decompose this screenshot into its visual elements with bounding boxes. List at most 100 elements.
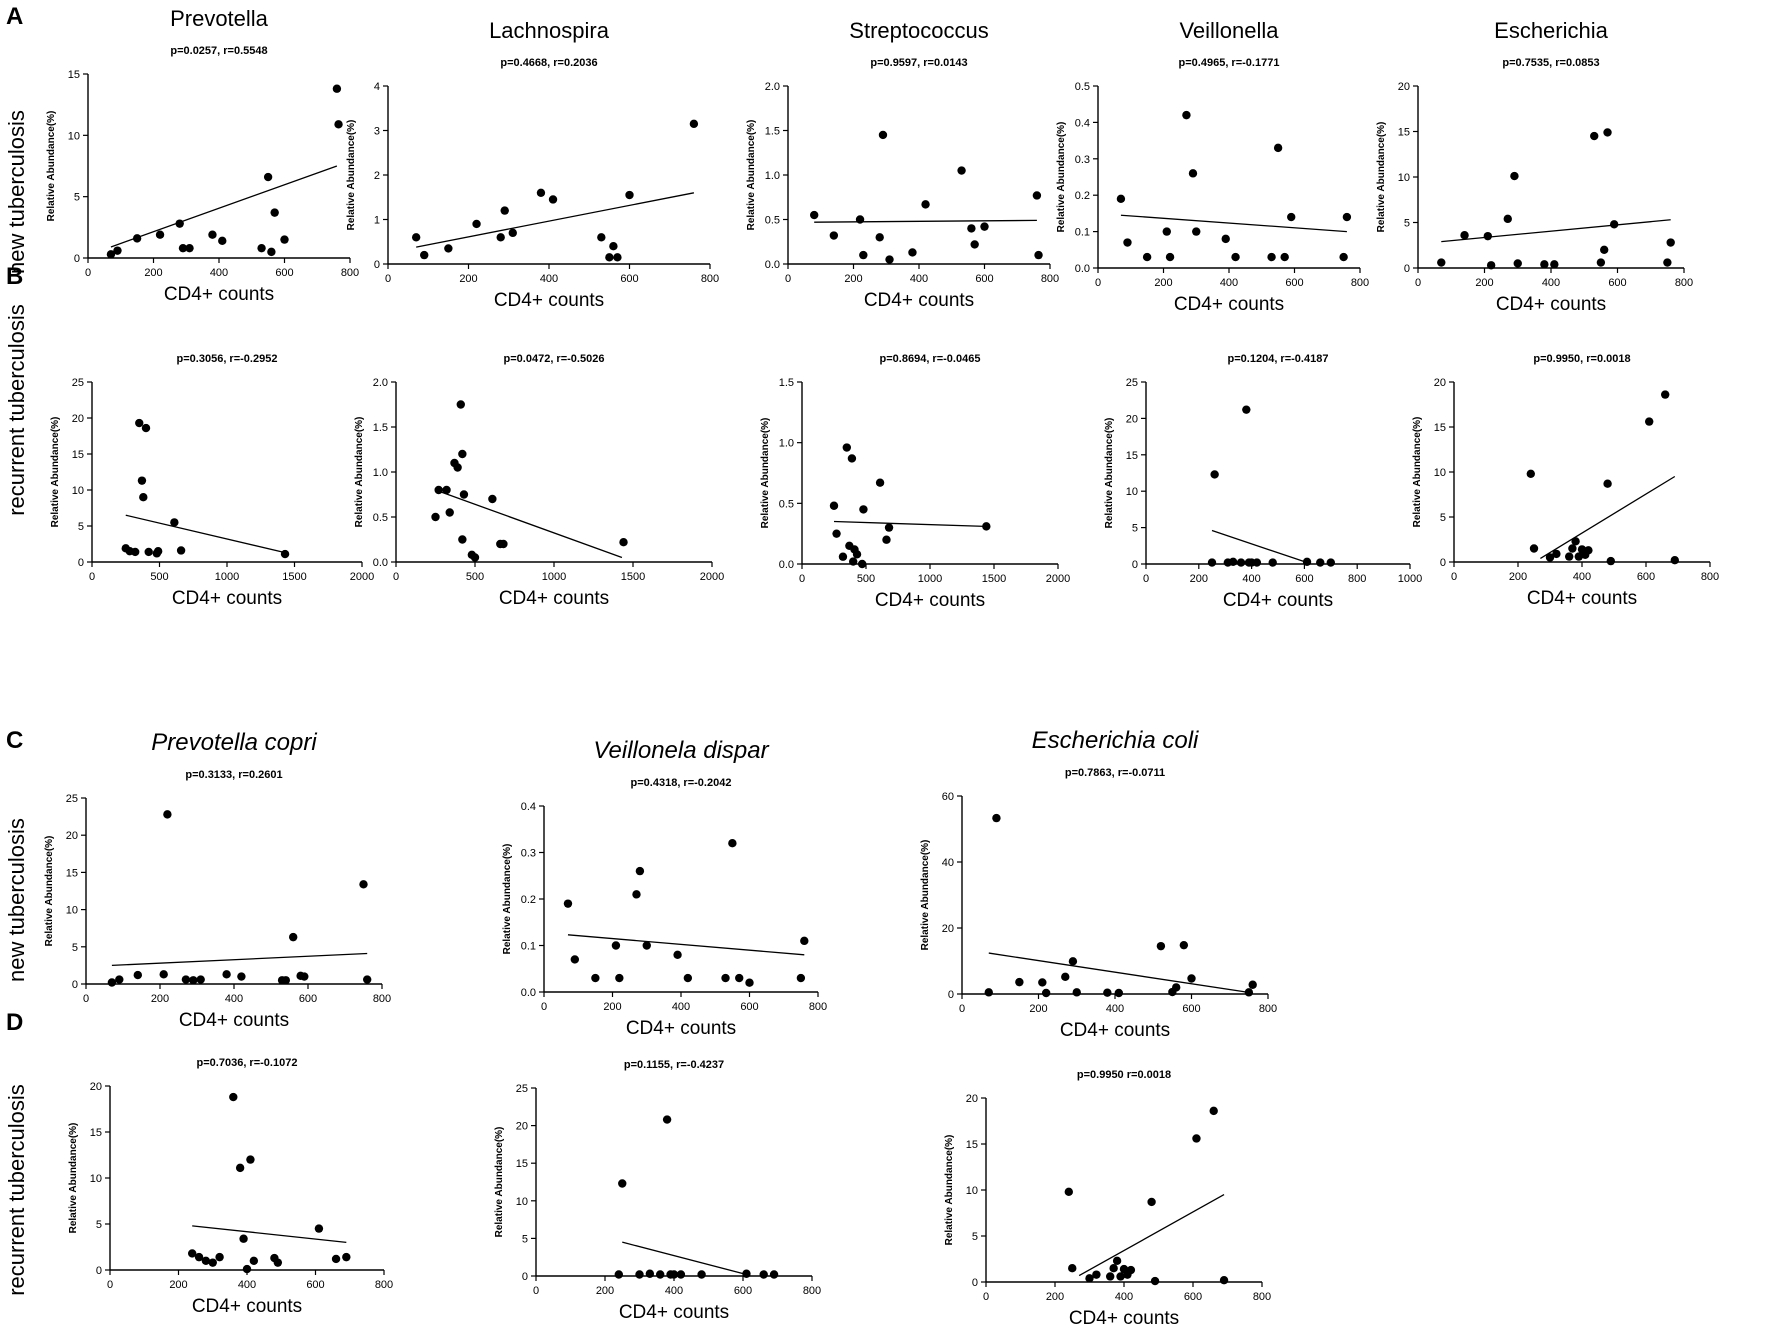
data-point xyxy=(208,1258,217,1267)
y-tick-label: 5 xyxy=(74,192,80,204)
data-point xyxy=(257,243,266,253)
data-point xyxy=(1552,549,1561,559)
y-tick-label: 15 xyxy=(68,69,80,81)
chart-14: p=0.7036, r=-0.1072 0 200 400 600 800 0 5 10 15 20… xyxy=(68,1057,393,1317)
y-tick-label: 2 xyxy=(374,170,380,182)
x-tick-label: 0 xyxy=(85,267,91,279)
data-point xyxy=(185,243,194,253)
data-point xyxy=(1192,1134,1201,1143)
y-tick-label: 20 xyxy=(1398,81,1410,93)
data-point xyxy=(181,975,191,984)
data-point xyxy=(1645,417,1654,426)
y-tick-label: 5 xyxy=(1440,512,1446,524)
data-point xyxy=(1529,544,1539,553)
data-point xyxy=(656,1270,665,1279)
data-point xyxy=(536,188,546,197)
y-axis-label: Relative Abundance(%) xyxy=(1376,122,1387,233)
data-point xyxy=(141,423,151,433)
y-axis-label: Relative Abundance(%) xyxy=(46,111,57,222)
y-tick-label: 1.5 xyxy=(373,422,388,434)
y-axis-label: Relative Abundance(%) xyxy=(1412,417,1423,528)
x-axis-label: CD4+ counts xyxy=(1069,1308,1179,1329)
x-tick-label: 800 xyxy=(1253,1291,1271,1303)
y-tick-label: 5 xyxy=(1404,218,1410,230)
y-tick-label: 15 xyxy=(1398,127,1410,139)
y-axis-label: Relative Abundance(%) xyxy=(346,120,357,231)
y-axis-label: Relative Abundance(%) xyxy=(920,840,931,951)
data-point xyxy=(263,172,273,182)
data-point xyxy=(1142,252,1152,262)
x-tick-label: 600 xyxy=(1295,573,1313,585)
chart-stat: p=0.8694, r=-0.0465 xyxy=(880,353,981,365)
x-tick-label: 0 xyxy=(959,1003,965,1015)
x-tick-label: 800 xyxy=(803,1285,821,1297)
x-axis-label: CD4+ counts xyxy=(1223,590,1333,611)
data-point xyxy=(632,890,641,899)
x-tick-label: 500 xyxy=(857,573,875,585)
data-point xyxy=(745,978,754,987)
x-tick-label: 1000 xyxy=(918,573,942,585)
x-tick-label: 200 xyxy=(169,1279,187,1291)
data-point xyxy=(1603,479,1612,488)
data-point xyxy=(334,120,343,129)
data-point xyxy=(921,200,930,209)
data-point xyxy=(1545,553,1555,562)
x-tick-label: 400 xyxy=(910,273,928,285)
data-point xyxy=(1064,1187,1074,1197)
x-tick-label: 400 xyxy=(1242,573,1260,585)
data-point xyxy=(859,250,868,260)
data-point xyxy=(625,190,634,200)
data-point xyxy=(1116,194,1126,204)
data-point xyxy=(453,463,462,472)
data-point xyxy=(1590,131,1599,141)
data-point xyxy=(188,1249,197,1258)
data-point xyxy=(1207,558,1217,567)
data-point xyxy=(1483,231,1493,241)
data-point xyxy=(618,1179,627,1188)
regression-line xyxy=(435,489,623,559)
data-point xyxy=(847,454,857,463)
data-point xyxy=(908,248,917,257)
data-point xyxy=(496,233,505,242)
chart-stat: p=0.1204, r=-0.4187 xyxy=(1228,353,1329,365)
y-tick-label: 10 xyxy=(90,1173,102,1185)
x-tick-label: 1000 xyxy=(215,571,239,583)
data-point xyxy=(1603,128,1612,137)
x-tick-label: 400 xyxy=(1573,571,1591,583)
data-point xyxy=(342,1252,351,1262)
data-point xyxy=(1568,544,1577,553)
data-point xyxy=(1228,557,1238,567)
data-point xyxy=(1221,234,1230,244)
y-tick-label: 25 xyxy=(1126,377,1138,389)
data-point xyxy=(1085,1274,1094,1283)
chart-title: Veillonela dispar xyxy=(593,737,769,764)
data-point xyxy=(445,508,454,517)
y-axis-label: Relative Abundance(%) xyxy=(44,836,55,947)
data-point xyxy=(1244,988,1254,997)
y-tick-label: 0.1 xyxy=(521,941,536,953)
y-tick-label: 10 xyxy=(1126,486,1138,498)
data-point xyxy=(635,866,645,876)
data-point xyxy=(470,553,480,562)
x-tick-label: 800 xyxy=(1351,277,1369,289)
data-point xyxy=(242,1264,252,1274)
x-tick-label: 200 xyxy=(1475,277,1493,289)
y-tick-label: 0.0 xyxy=(779,559,794,571)
y-tick-label: 0.0 xyxy=(373,557,388,569)
y-tick-label: 15 xyxy=(66,867,78,879)
data-point xyxy=(444,244,453,253)
data-point xyxy=(459,490,469,499)
y-tick-label: 25 xyxy=(72,377,84,389)
data-point xyxy=(1162,227,1171,236)
x-tick-label: 600 xyxy=(299,993,317,1005)
x-tick-label: 600 xyxy=(975,273,993,285)
data-point xyxy=(1550,260,1559,269)
y-tick-label: 10 xyxy=(516,1196,528,1208)
x-tick-label: 200 xyxy=(1154,277,1172,289)
x-tick-label: 800 xyxy=(373,993,391,1005)
y-tick-label: 0.0 xyxy=(521,987,536,999)
chart-title: Prevotella copri xyxy=(151,729,317,756)
data-point xyxy=(842,443,851,452)
x-tick-label: 200 xyxy=(459,273,477,285)
x-tick-label: 600 xyxy=(620,273,638,285)
